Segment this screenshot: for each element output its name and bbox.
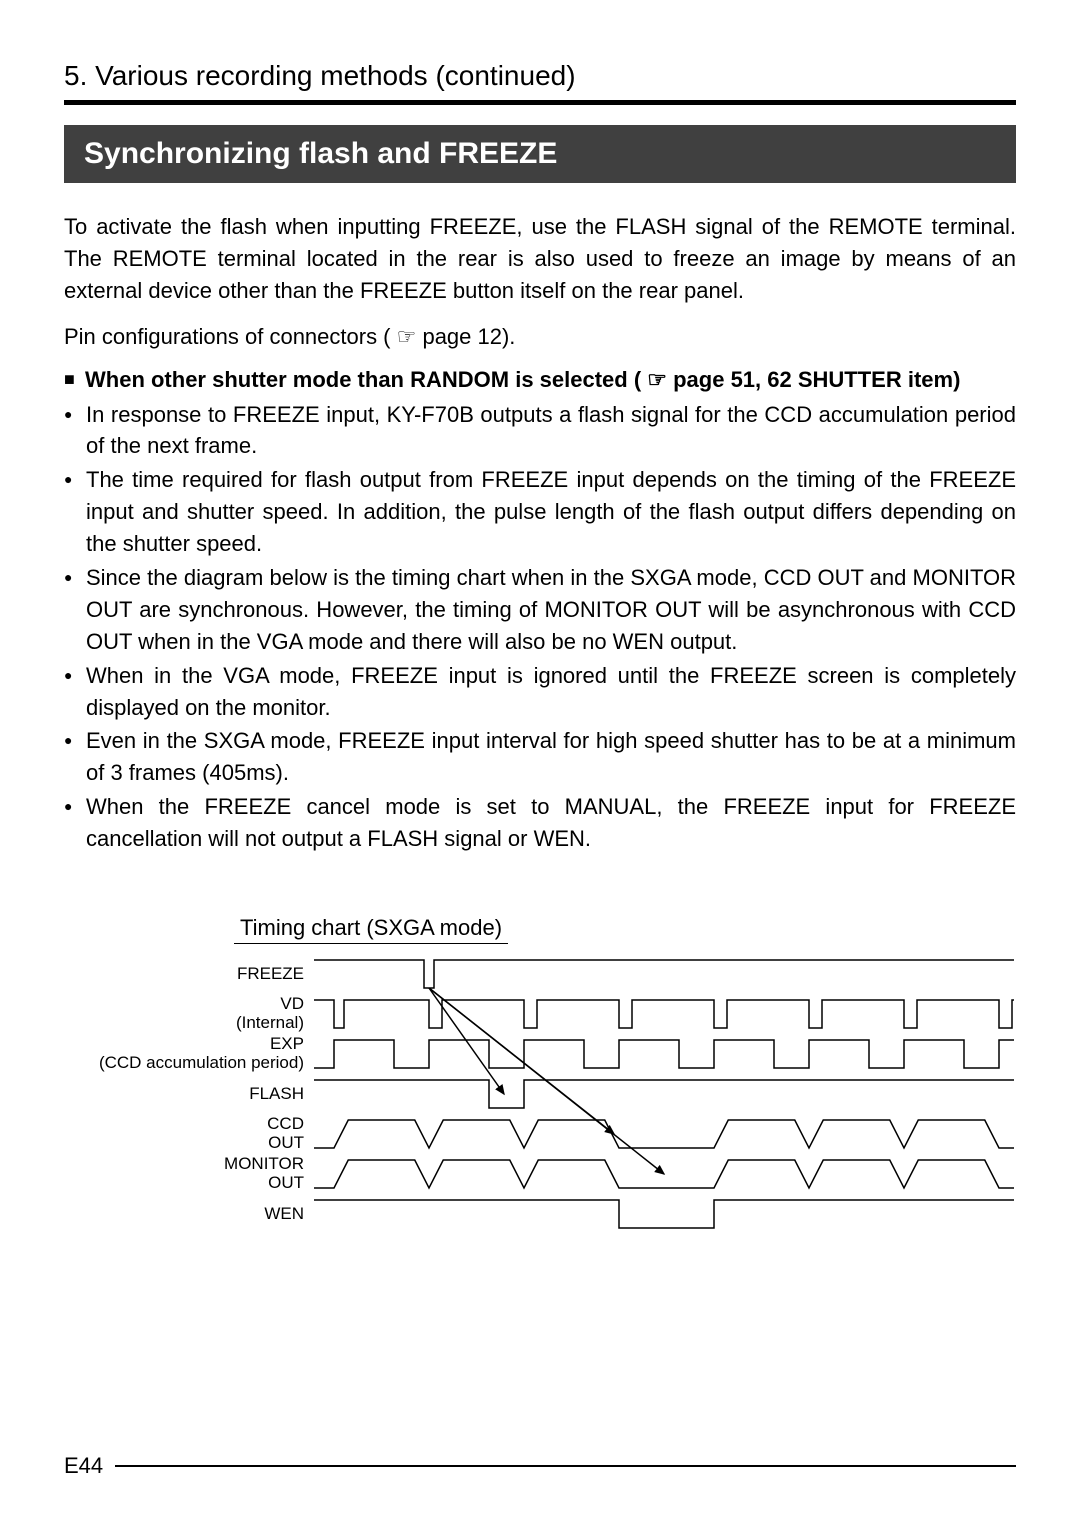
signal-waveform xyxy=(314,1074,1014,1114)
signal-row: EXP(CCD accumulation period) xyxy=(64,1034,1016,1074)
signal-waveform xyxy=(314,954,1014,994)
signal-waveform xyxy=(314,994,1014,1034)
bullet-list: In response to FREEZE input, KY-F70B out… xyxy=(64,399,1016,855)
signal-waveform xyxy=(314,1114,1014,1154)
signal-row: VD(Internal) xyxy=(64,994,1016,1034)
signal-label: FREEZE xyxy=(64,965,314,984)
signal-row: FLASH xyxy=(64,1074,1016,1114)
section-title: 5. Various recording methods (continued) xyxy=(64,60,1016,92)
signal-waveform xyxy=(314,1194,1014,1234)
page-number: E44 xyxy=(64,1453,103,1479)
list-item: When the FREEZE cancel mode is set to MA… xyxy=(64,791,1016,855)
list-item: The time required for flash output from … xyxy=(64,464,1016,560)
list-item: Since the diagram below is the timing ch… xyxy=(64,562,1016,658)
sub-heading-text: When other shutter mode than RANDOM is s… xyxy=(85,367,960,392)
signal-label: CCDOUT xyxy=(64,1115,314,1152)
signal-row: CCDOUT xyxy=(64,1114,1016,1154)
divider xyxy=(64,100,1016,105)
page-footer: E44 xyxy=(64,1453,1016,1479)
chart-title: Timing chart (SXGA mode) xyxy=(234,915,508,944)
section-banner: Synchronizing flash and FREEZE xyxy=(64,125,1016,183)
square-bullet-icon: ■ xyxy=(64,369,75,389)
signal-waveform xyxy=(314,1034,1014,1074)
timing-chart: Timing chart (SXGA mode) FREEZE VD(Intern… xyxy=(64,915,1016,1234)
signal-label: WEN xyxy=(64,1205,314,1224)
intro-paragraph-2: Pin configurations of connectors ( ☞ pag… xyxy=(64,321,1016,353)
signal-row: WEN xyxy=(64,1194,1016,1234)
signal-row: MONITOROUT xyxy=(64,1154,1016,1194)
signal-waveform xyxy=(314,1154,1014,1194)
signal-label: VD(Internal) xyxy=(64,995,314,1032)
signal-label: MONITOROUT xyxy=(64,1155,314,1192)
list-item: Even in the SXGA mode, FREEZE input inte… xyxy=(64,725,1016,789)
sub-heading: ■ When other shutter mode than RANDOM is… xyxy=(64,367,1016,393)
list-item: In response to FREEZE input, KY-F70B out… xyxy=(64,399,1016,463)
list-item: When in the VGA mode, FREEZE input is ig… xyxy=(64,660,1016,724)
intro-paragraph-1: To activate the flash when inputting FRE… xyxy=(64,211,1016,307)
signal-label: FLASH xyxy=(64,1085,314,1104)
footer-line xyxy=(115,1465,1016,1467)
signal-row: FREEZE xyxy=(64,954,1016,994)
signal-label: EXP(CCD accumulation period) xyxy=(64,1035,314,1072)
